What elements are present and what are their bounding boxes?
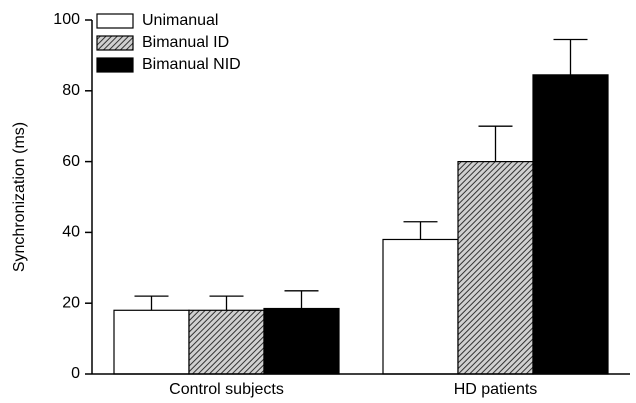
bar	[457, 161, 534, 375]
bar	[113, 309, 190, 375]
x-tick-label: Control subjects	[169, 381, 284, 398]
legend-label: Bimanual NID	[142, 56, 241, 73]
y-tick-label: 40	[62, 224, 80, 241]
bar	[532, 74, 609, 375]
bar	[382, 238, 459, 375]
y-tick-label: 60	[62, 153, 80, 170]
bar	[263, 307, 340, 375]
legend-swatch	[96, 13, 134, 29]
y-tick-label: 100	[53, 11, 80, 28]
legend-label: Unimanual	[142, 12, 218, 29]
x-tick-label: HD patients	[454, 381, 538, 398]
legend-swatch	[96, 35, 134, 51]
y-tick-label: 20	[62, 294, 80, 311]
legend-label: Bimanual ID	[142, 34, 229, 51]
y-tick-label: 0	[71, 365, 80, 382]
bar	[188, 309, 265, 375]
legend-swatch	[96, 57, 134, 73]
y-tick-label: 80	[62, 82, 80, 99]
y-axis-label: Synchronization (ms)	[11, 122, 28, 272]
